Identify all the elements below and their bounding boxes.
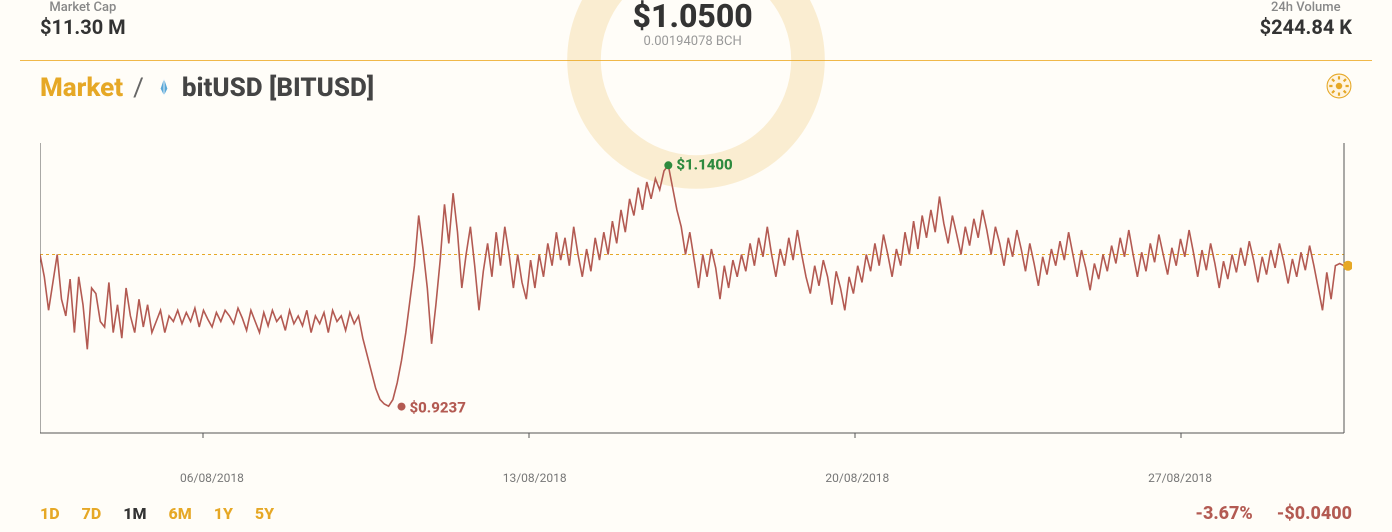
delta-absolute: -$0.0400 [1277, 503, 1352, 524]
coin-icon [154, 77, 182, 99]
range-6m[interactable]: 6M [168, 504, 191, 523]
delta-block: -3.67% -$0.0400 [1195, 503, 1352, 524]
delta-percent: -3.67% [1195, 503, 1252, 524]
coin-name: bitUSD [BITUSD] [182, 73, 374, 103]
volume-block: 24h Volume $244.84 K [1260, 0, 1352, 39]
range-selector: 1D 7D 1M 6M 1Y 5Y [40, 504, 274, 523]
top-stats-row: Market Cap $11.30 M $1.0500 0.00194078 B… [0, 0, 1392, 60]
title-row: Market / bitUSD [BITUSD] [0, 61, 1392, 103]
breadcrumb-separator: / [133, 73, 144, 103]
x-axis-labels: 06/08/2018 13/08/2018 20/08/2018 27/08/2018 [40, 471, 1352, 485]
breadcrumb-market[interactable]: Market [40, 73, 123, 103]
price-sub: 0.00194078 BCH [633, 34, 753, 49]
market-cap-block: Market Cap $11.30 M [40, 0, 126, 39]
volume-value: $244.84 K [1260, 15, 1352, 39]
market-cap-value: $11.30 M [40, 15, 126, 39]
svg-text:$0.9237: $0.9237 [410, 399, 467, 417]
x-tick-label: 13/08/2018 [503, 471, 567, 485]
price-block: $1.0500 0.00194078 BCH [633, 0, 753, 49]
svg-text:$1.1400: $1.1400 [676, 155, 732, 173]
x-tick-label: 20/08/2018 [825, 471, 889, 485]
price-value: $1.0500 [633, 0, 753, 32]
range-5y[interactable]: 5Y [255, 504, 274, 523]
range-1d[interactable]: 1D [40, 504, 60, 523]
settings-gear-icon[interactable] [1326, 73, 1352, 99]
market-cap-label: Market Cap [40, 0, 126, 15]
range-7d[interactable]: 7D [82, 504, 102, 523]
x-tick-label: 06/08/2018 [180, 471, 244, 485]
range-1m[interactable]: 1M [123, 504, 146, 523]
x-tick-label: 27/08/2018 [1148, 471, 1212, 485]
price-chart: $1.1400 $0.9237 [40, 133, 1352, 463]
bottom-row: 1D 7D 1M 6M 1Y 5Y -3.67% -$0.0400 [40, 503, 1352, 524]
volume-label: 24h Volume [1260, 0, 1352, 15]
range-1y[interactable]: 1Y [214, 504, 233, 523]
